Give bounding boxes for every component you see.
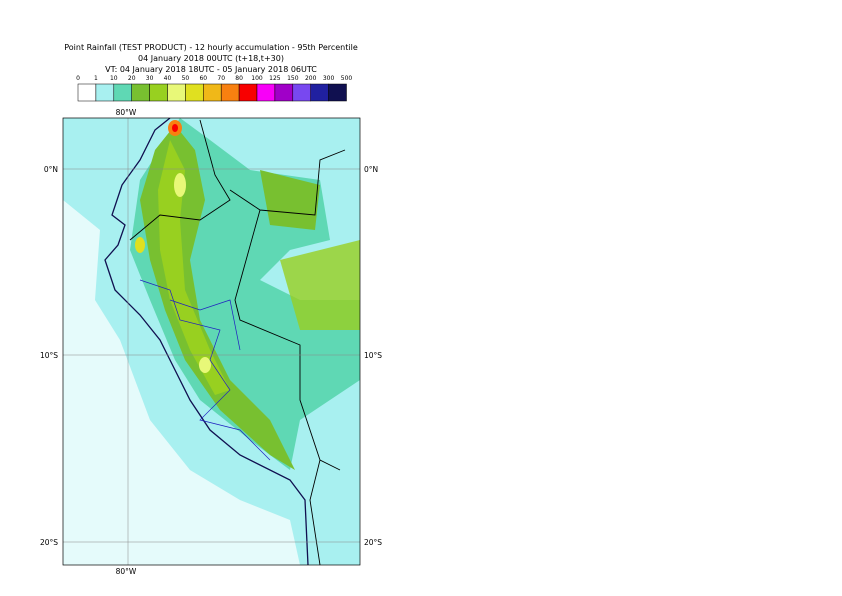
legend-label: 60 (199, 75, 207, 82)
legend-swatch (256, 83, 276, 102)
legend-label: 150 (287, 75, 299, 82)
legend-label: 1 (94, 75, 98, 82)
legend-swatch (310, 83, 329, 102)
legend-swatch (238, 83, 258, 102)
legend-swatch (149, 83, 168, 102)
legend-label: 200 (305, 75, 317, 82)
legend-label: 80 (235, 75, 243, 82)
legend-swatch (95, 83, 115, 102)
legend-label: 125 (269, 75, 281, 82)
legend-swatch (292, 83, 311, 102)
legend-swatch (203, 83, 222, 102)
lon-label: 80°W (116, 567, 137, 576)
legend-swatch (131, 83, 150, 102)
legend-label: 30 (146, 75, 154, 82)
legend-swatch (77, 83, 97, 102)
legend-swatch (220, 83, 240, 102)
lat-label: 0°N (44, 165, 58, 174)
legend-label: 20 (128, 75, 136, 82)
lat-label: 20°S (40, 538, 58, 547)
legend-label: 70 (217, 75, 225, 82)
legend-label: 50 (182, 75, 190, 82)
lat-label: 10°S (364, 351, 382, 360)
base-time: 04 January 2018 00UTC (t+18,t+30) (138, 54, 284, 63)
lat-label: 20°S (364, 538, 382, 547)
legend-label: 10 (110, 75, 118, 82)
legend: 0 1 10 20 30 40 50 60 70 80 100 125 150 200 300 500 (76, 75, 353, 102)
valid-time: VT: 04 January 2018 18UTC - 05 January 2… (105, 65, 317, 74)
legend-label: 300 (323, 75, 335, 82)
title: Point Rainfall (TEST PRODUCT) - 12 hourl… (64, 43, 358, 52)
legend-label: 100 (251, 75, 263, 82)
lon-label: 80°W (116, 108, 137, 117)
legend-label: 500 (341, 75, 353, 82)
legend-swatch (185, 83, 204, 102)
legend-swatch (113, 83, 132, 102)
map (63, 118, 360, 565)
legend-label: 40 (164, 75, 172, 82)
lat-label: 10°S (40, 351, 58, 360)
legend-swatch (328, 83, 347, 102)
lat-label: 0°N (364, 165, 378, 174)
legend-swatch (167, 83, 186, 102)
legend-label: 0 (76, 75, 80, 82)
legend-swatch (274, 83, 294, 102)
